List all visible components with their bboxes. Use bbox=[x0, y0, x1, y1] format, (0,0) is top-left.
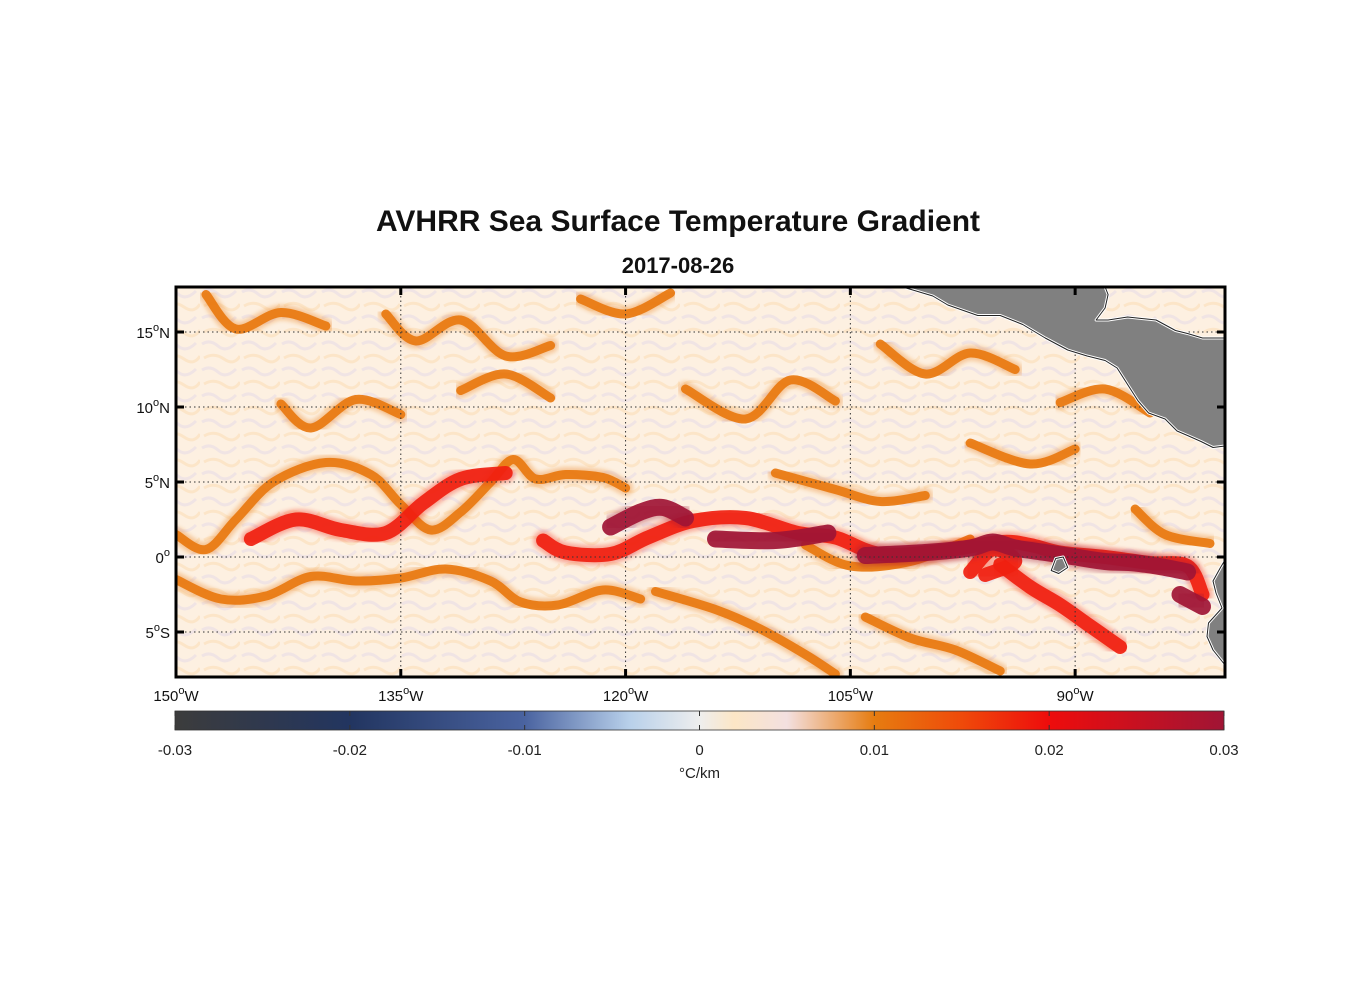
lat-tick-label: 5oS bbox=[146, 622, 170, 642]
front-strong bbox=[707, 524, 837, 550]
front-weak bbox=[381, 309, 556, 362]
lat-tick-label: 5oN bbox=[145, 472, 170, 492]
coastline-south-america bbox=[1206, 559, 1225, 677]
front-weak bbox=[176, 564, 646, 611]
lon-tick-label: 105oW bbox=[828, 685, 874, 705]
coastline-central-america bbox=[902, 287, 1225, 448]
colorbar-tick-label: 0.03 bbox=[1209, 742, 1238, 759]
axis-ticks: 150oW 135oW 120oW 105oW 90oW 15oN 10oN 5oN 0o 5oS bbox=[136, 287, 1225, 705]
front-weak bbox=[201, 290, 331, 334]
lat-tick-label: 0o bbox=[156, 547, 170, 567]
front-strong bbox=[1171, 586, 1211, 615]
colorbar-ticks: -0.03 -0.02 -0.01 0 0.01 0.02 0.03 bbox=[158, 711, 1239, 759]
lon-tick-label: 90oW bbox=[1057, 685, 1095, 705]
front-weak bbox=[965, 438, 1080, 469]
front-moderate bbox=[243, 466, 513, 546]
lon-tick-label: 150oW bbox=[153, 685, 199, 705]
map-area: 150oW 135oW 120oW 105oW 90oW 15oN 10oN 5oN 0o 5oS bbox=[136, 285, 1227, 705]
front-weak bbox=[1130, 504, 1215, 548]
gradient-fronts bbox=[176, 287, 1218, 677]
front-weak bbox=[875, 339, 1020, 379]
lon-tick-label: 120oW bbox=[603, 685, 649, 705]
colorbar: -0.03 -0.02 -0.01 0 0.01 0.02 0.03 °C/km bbox=[158, 710, 1239, 782]
colorbar-tick-label: 0.02 bbox=[1035, 742, 1064, 759]
lat-tick-label: 10oN bbox=[136, 397, 170, 417]
front-weak bbox=[456, 369, 556, 403]
front-weak bbox=[681, 375, 840, 424]
colorbar-tick-label: 0 bbox=[695, 742, 703, 759]
lon-tick-label: 135oW bbox=[378, 685, 424, 705]
colorbar-tick-label: -0.02 bbox=[333, 742, 367, 759]
colorbar-tick-label: 0.01 bbox=[860, 742, 889, 759]
colorbar-tick-label: -0.01 bbox=[508, 742, 542, 759]
front-moderate bbox=[993, 557, 1128, 654]
lat-tick-label: 15oN bbox=[136, 322, 170, 342]
front-weak bbox=[651, 587, 840, 677]
front-weak bbox=[770, 468, 930, 507]
colorbar-tick-label: -0.03 bbox=[158, 742, 192, 759]
figure-title: AVHRR Sea Surface Temperature Gradient bbox=[375, 205, 981, 238]
front-weak bbox=[276, 394, 406, 433]
front-strong bbox=[856, 533, 1196, 581]
front-strong bbox=[602, 498, 694, 536]
front-weak bbox=[176, 455, 631, 555]
coastline-galapagos bbox=[1050, 556, 1069, 574]
land-masses bbox=[901, 287, 1225, 677]
front-weak bbox=[860, 612, 1005, 676]
figure-subtitle: 2017-08-26 bbox=[621, 253, 735, 278]
colorbar-unit-label: °C/km bbox=[679, 765, 720, 782]
